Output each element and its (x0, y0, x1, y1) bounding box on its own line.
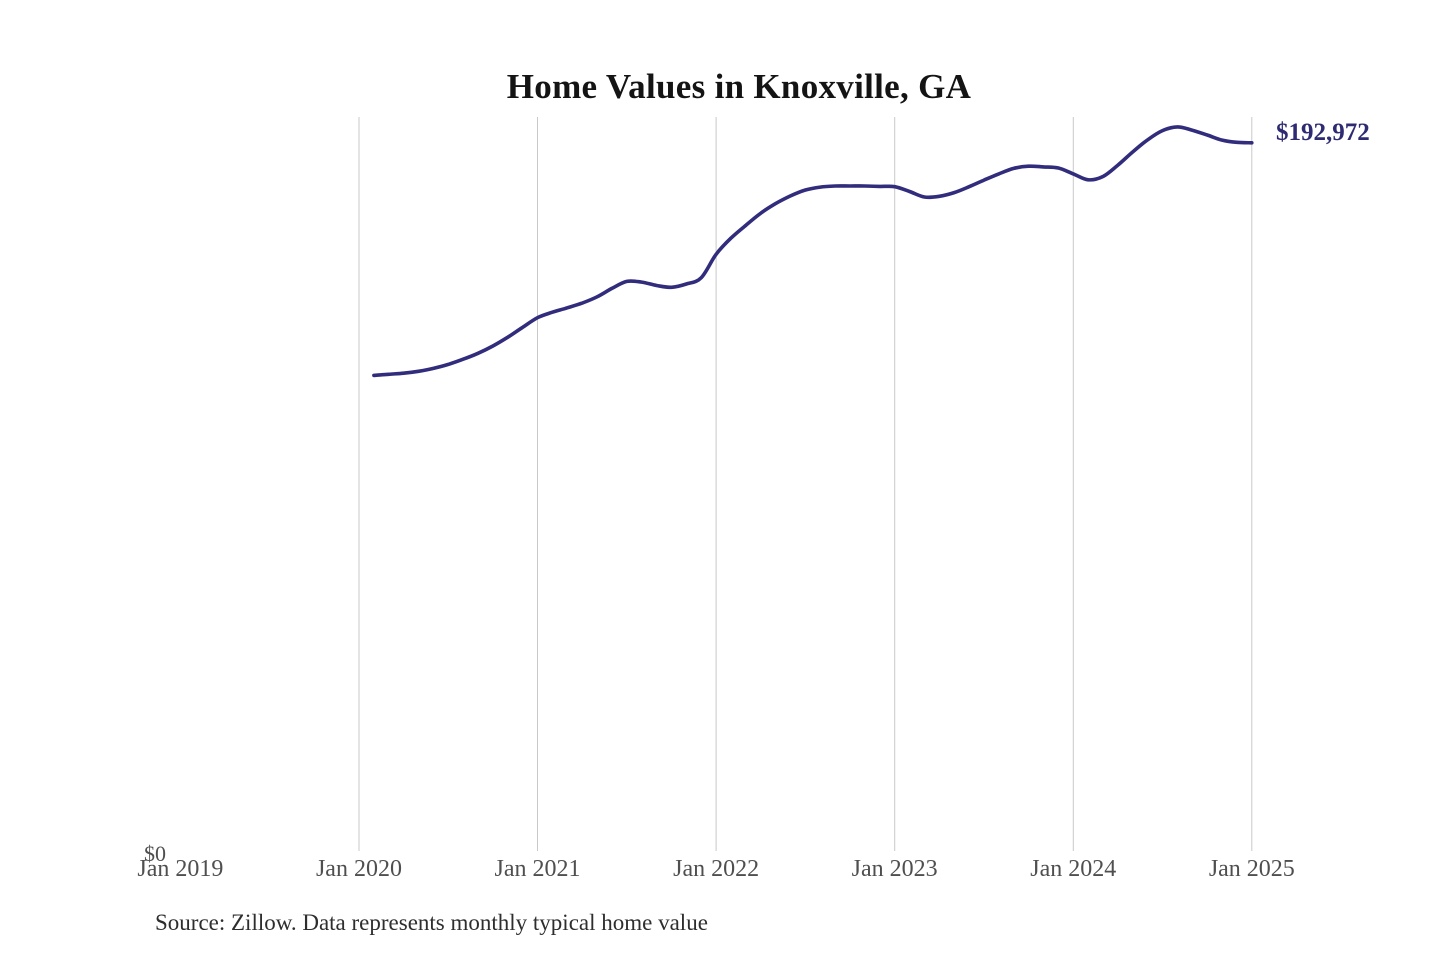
x-tick-label: Jan 2020 (315, 856, 402, 882)
current-value-label: $192,972 (1276, 119, 1370, 146)
y-axis-zero-label: $0 (144, 841, 166, 866)
x-tick-label: Jan 2024 (1030, 856, 1117, 882)
home-value-series-line (372, 125, 1254, 378)
year-gridlines (358, 117, 1253, 851)
x-tick-label: Jan 2023 (851, 856, 938, 882)
source-attribution: Source: Zillow. Data represents monthly … (155, 910, 708, 935)
x-tick-label: Jan 2019 (137, 856, 224, 882)
x-tick-label: Jan 2025 (1208, 856, 1295, 882)
x-tick-label: Jan 2022 (673, 856, 760, 882)
chart-title: Home Values in Knoxville, GA (506, 67, 972, 107)
x-tick-label: Jan 2021 (494, 856, 581, 882)
